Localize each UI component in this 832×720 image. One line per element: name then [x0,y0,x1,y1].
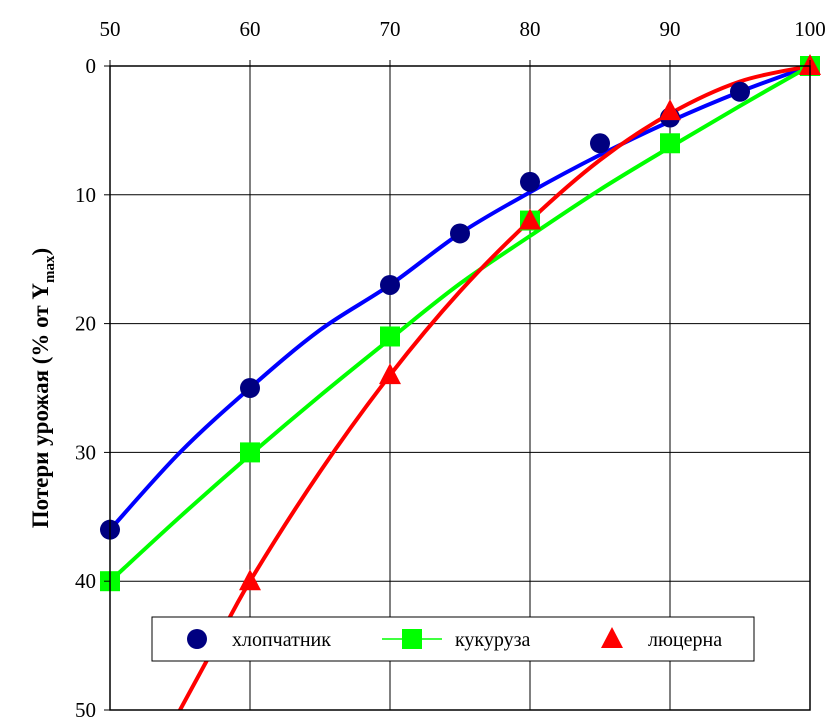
series-circle [110,66,810,532]
y-axis-label-sub: max [42,255,58,283]
data-point-circle [450,223,470,244]
plot-border [109,65,811,711]
legend-marker-circle [187,629,207,649]
data-point-square [660,133,680,154]
series-line [110,66,810,584]
legend-label: хлопчатник [232,629,331,651]
y-tick-label: 20 [75,312,96,336]
data-point-circle [520,171,540,192]
y-tick-label: 0 [86,54,97,78]
x-tick-label: 100 [794,17,826,41]
y-tick-label: 40 [75,569,96,593]
y-tick-label: 50 [75,698,96,720]
x-tick-label: 90 [660,17,681,41]
data-point-circle [240,378,260,398]
y-axis-ticks: 0 10 20 30 40 50 [75,54,110,720]
y-tick-label: 10 [75,183,96,207]
series-triangle [178,66,810,710]
series-square [110,66,810,584]
data-point-triangle [239,569,261,591]
legend-marker-triangle [601,627,623,648]
data-point-square [240,442,260,463]
y-axis-label: Потери урожая (% от Ymax) [28,248,58,528]
legend-label: кукуруза [455,629,531,651]
data-point-triangle [379,363,401,385]
y-tick-label: 30 [75,440,96,464]
x-tick-label: 70 [380,17,401,41]
x-tick-label: 80 [520,17,541,41]
x-tick-label: 60 [240,17,261,41]
data-point-circle [730,81,750,102]
data-point-triangle [659,99,681,121]
data-point-circle [590,133,610,154]
data-point-triangle [519,208,541,230]
x-tick-label: 50 [100,17,121,41]
plot-area [110,66,810,710]
x-axis-ticks: 50 60 70 80 90 100 [100,17,826,66]
series-line [110,66,810,532]
data-point-square [380,326,400,347]
y-axis-label-main: Потери урожая (% от Y [28,283,53,529]
legend-box [151,616,755,662]
legend-marker-square [402,629,422,649]
series-line [178,66,810,710]
data-point-circle [380,274,400,295]
legend: хлопчатник кукуруза люцерна [151,616,755,662]
legend-label: люцерна [648,629,722,651]
y-axis-label-close: ) [28,248,53,256]
